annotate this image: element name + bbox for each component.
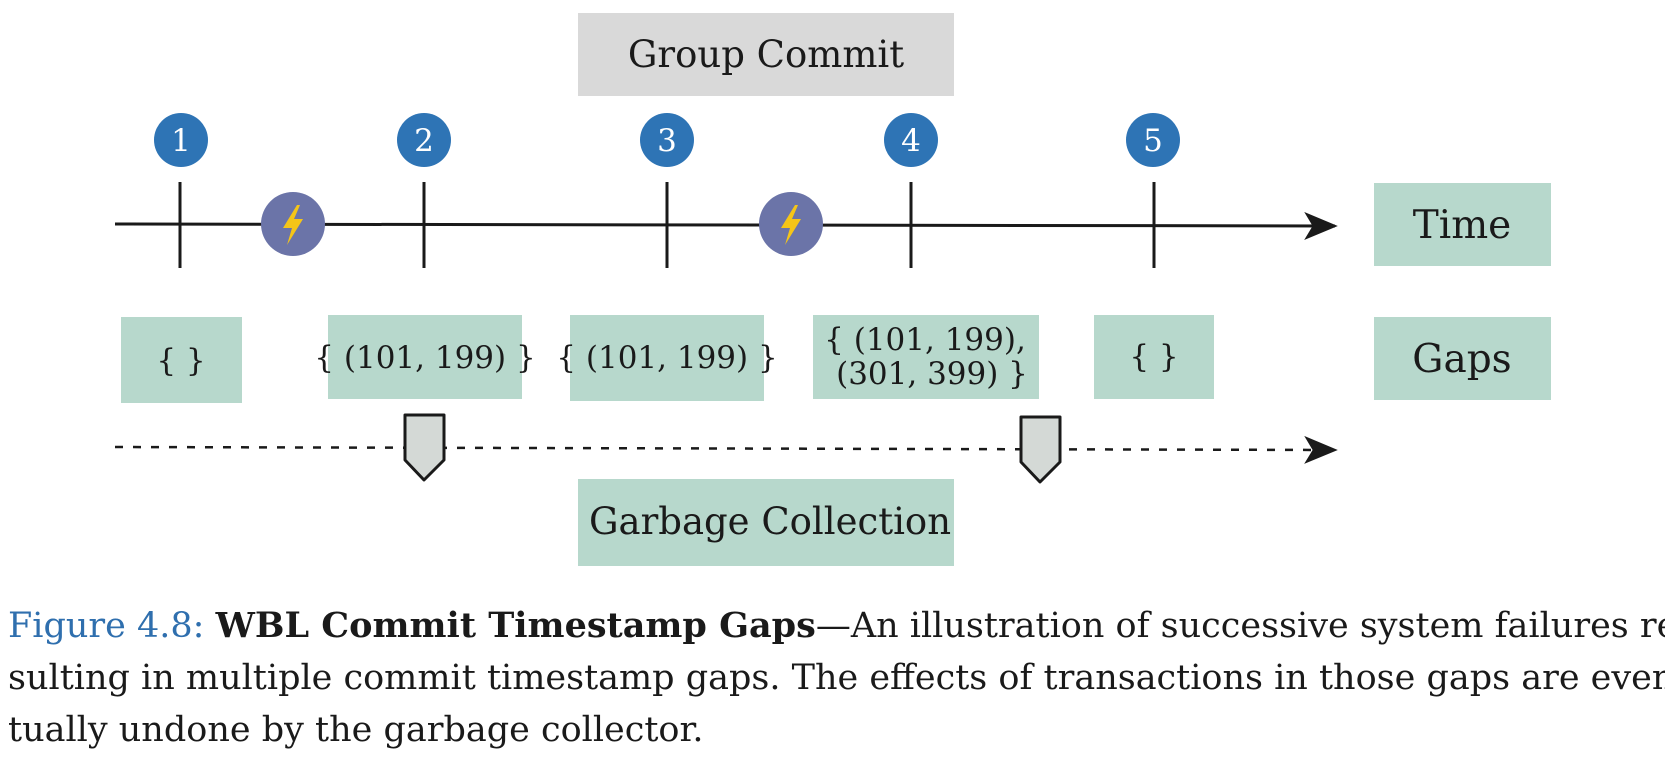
gap-set-text: { } (1129, 339, 1178, 375)
checkpoint-number: 3 (657, 123, 677, 159)
gap-set-text-line2: (301, 399) } (836, 356, 1028, 392)
caption-line-2: sulting in multiple commit timestamp gap… (8, 658, 1665, 698)
checkpoint-marker-2: 2 (397, 113, 451, 167)
figure-label: Figure 4.8: (8, 606, 205, 646)
lightning-bolt-icon (781, 205, 801, 245)
gap-set-2: { (101, 199) } (314, 315, 536, 399)
checkpoint-marker-5: 5 (1126, 113, 1180, 167)
garbage-collection-label: Garbage Collection (589, 500, 951, 543)
caption-line-3: tually undone by the garbage collector. (8, 710, 704, 750)
timestamp-gaps-diagram: Group Commit 1 2 3 4 5 (114, 13, 1551, 566)
figure-title: WBL Commit Timestamp Gaps (215, 605, 816, 646)
gap-set-5: { } (1094, 315, 1214, 399)
group-commit-box: Group Commit (578, 13, 954, 96)
checkpoint-number: 4 (901, 123, 921, 159)
gaps-label-box: Gaps (1374, 317, 1551, 400)
time-label: Time (1413, 203, 1512, 248)
gap-set-1: { } (121, 317, 242, 403)
garbage-collection-box: Garbage Collection (578, 479, 954, 566)
caption-text-1: —An illustration of successive system fa… (815, 606, 1665, 646)
figure-caption: Figure 4.8: WBL Commit Timestamp Gaps—An… (8, 600, 1665, 756)
gap-set-4: { (101, 199), (301, 399) } (813, 315, 1039, 399)
gap-set-text-line1: { (101, 199), (824, 322, 1026, 358)
gap-set-text: { (101, 199) } (556, 340, 777, 376)
checkpoint-marker-4: 4 (884, 113, 938, 167)
checkpoint-markers: 1 2 3 4 5 (154, 113, 1180, 167)
checkpoint-number: 1 (171, 123, 191, 159)
group-commit-label: Group Commit (628, 33, 904, 76)
time-label-box: Time (1374, 183, 1551, 266)
gaps-label: Gaps (1412, 337, 1511, 382)
gap-set-3: { (101, 199) } (556, 315, 778, 401)
checkpoint-ticks (178, 182, 1156, 268)
failure-marker-2 (759, 192, 823, 256)
pentagon-marker-icon (403, 413, 446, 482)
checkpoint-marker-3: 3 (640, 113, 694, 167)
checkpoint-number: 5 (1143, 123, 1163, 159)
failure-marker-1 (261, 192, 325, 256)
gap-set-text: { } (156, 343, 205, 379)
gap-set-text: { (101, 199) } (314, 340, 535, 376)
caption-line-1: Figure 4.8: WBL Commit Timestamp Gaps—An… (8, 600, 1665, 652)
checkpoint-number: 2 (414, 123, 434, 159)
checkpoint-marker-1: 1 (154, 113, 208, 167)
garbage-collection-axis (114, 435, 1338, 464)
lightning-bolt-icon (283, 205, 303, 245)
pentagon-marker-icon (1019, 415, 1062, 484)
